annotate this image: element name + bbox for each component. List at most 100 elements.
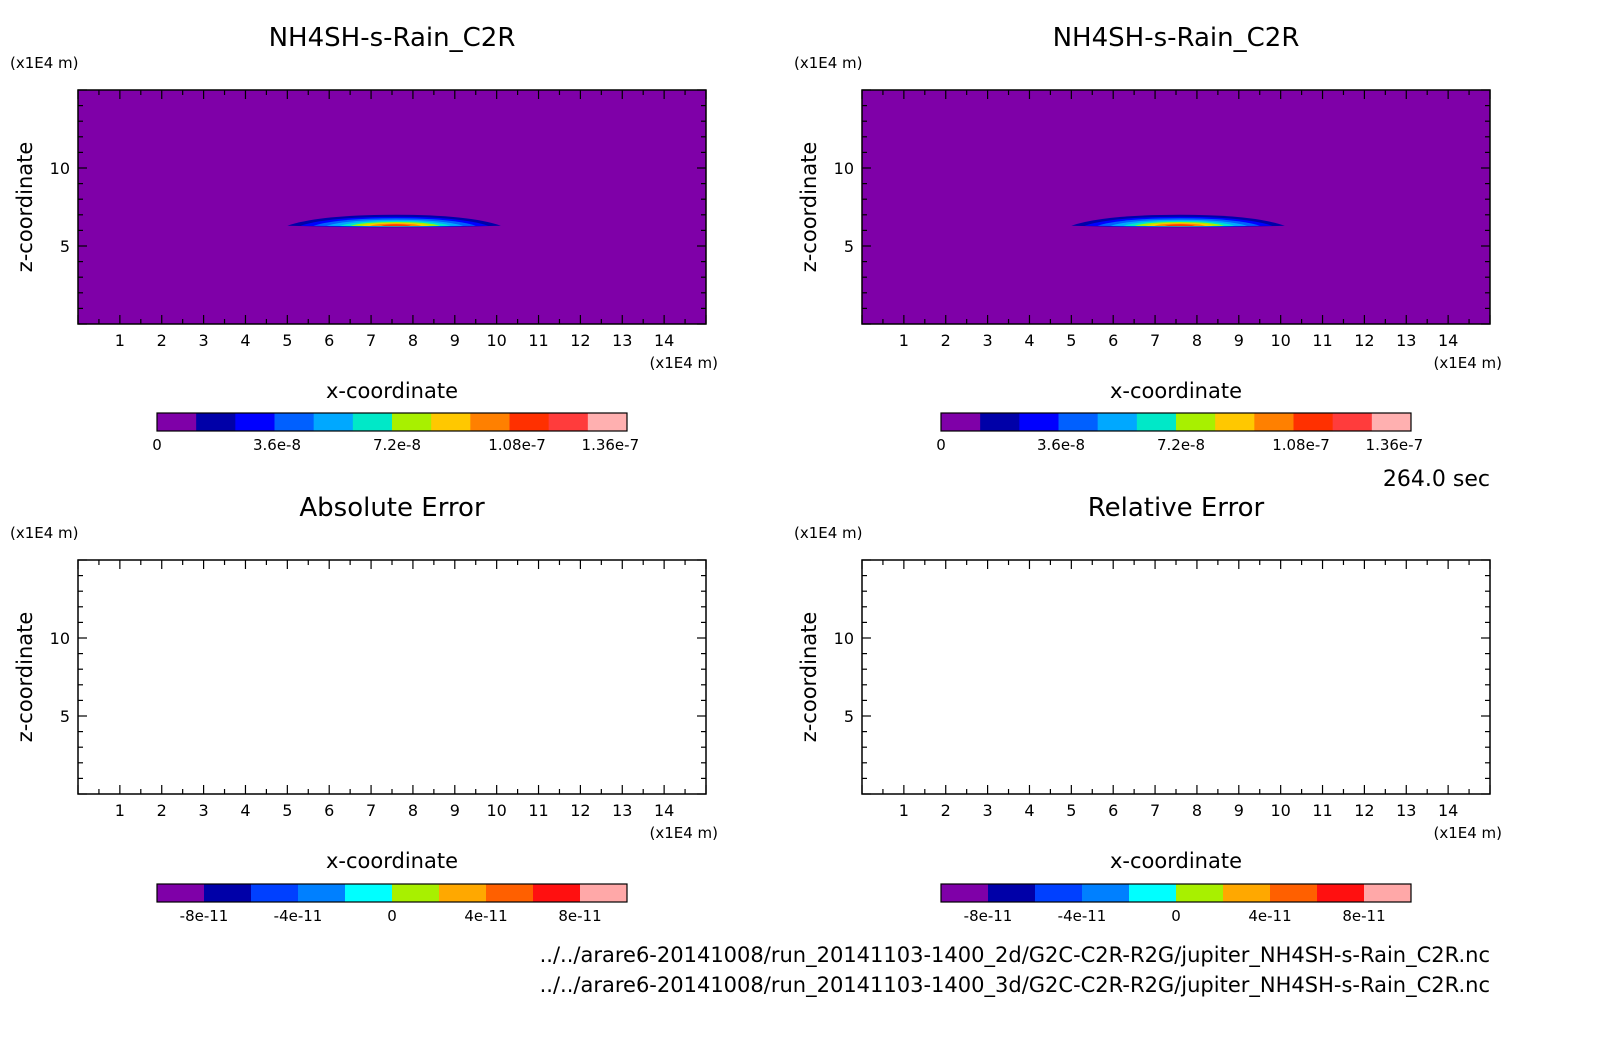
panel-title: NH4SH-s-Rain_C2R [269,23,516,53]
x-tick-label: 7 [1150,801,1160,820]
colorbar-cell [1364,884,1412,902]
y-axis-label: z-coordinate [797,612,821,743]
x-tick-label: 11 [1312,331,1332,350]
panel-3: Absolute Error(x1E4 m)1 2 3 4 5 6 7 8 9 10 11 12 13 1… [10,493,718,925]
x-unit-label: (x1E4 m) [649,354,718,372]
panel-1: NH4SH-s-Rain_C2R(x1E4 m)1 2 3 4 5 6 7 8 9 10 11 12 1… [10,23,718,454]
panel-2: NH4SH-s-Rain_C2R(x1E4 m)1 2 3 4 5 6 7 8 9 10 11 12 1… [794,23,1502,454]
colorbar-cell [439,884,487,902]
x-tick-label: 9 [1234,801,1244,820]
colorbar-tick-label: 0 [387,907,397,925]
contour-band-9 [1164,224,1195,226]
x-tick-label: 4 [240,331,250,350]
colorbar-tick-label: 8e-11 [558,907,601,925]
x-tick-label: 7 [366,801,376,820]
x-tick-label: 11 [1312,801,1332,820]
colorbar-cell [941,413,981,431]
x-tick-label: 8 [1192,331,1202,350]
plot-area [78,90,706,324]
colorbar-cell [352,413,393,431]
x-tick-label: 13 [612,331,632,350]
colorbar-cell [1293,413,1334,431]
colorbar-cell [1058,413,1099,431]
panel-title: NH4SH-s-Rain_C2R [1053,23,1300,53]
colorbar-cell [431,413,471,431]
colorbar-tick-label: -4e-11 [1058,907,1107,925]
y-tick-label: 5 [60,237,70,256]
x-tick-label: 10 [486,331,506,350]
x-tick-label: 5 [1066,801,1076,820]
colorbar-tick-label: 7.2e-8 [373,436,421,454]
x-tick-label: 13 [1396,801,1416,820]
colorbar-cell [1097,413,1138,431]
x-tick-label: 4 [240,801,250,820]
colorbar-cell [251,884,299,902]
colorbar: 0 3.6e-8 7.2e-8 1.08e-7 1.36e-7 [936,412,1424,454]
colorbar-cell [1035,884,1083,902]
x-tick-label: 7 [1150,331,1160,350]
colorbar-cell [392,413,432,431]
y-tick-label: 10 [50,159,70,178]
x-tick-label: 10 [1270,801,1290,820]
x-unit-label: (x1E4 m) [1433,824,1502,842]
colorbar-cell [486,884,534,902]
x-tick-label: 6 [324,801,334,820]
colorbar-cell [157,413,197,431]
x-tick-label: 4 [1024,331,1034,350]
x-tick-label: 8 [408,331,418,350]
y-tick-label: 5 [60,707,70,726]
colorbar-cell [580,884,628,902]
colorbar-cell [1223,884,1271,902]
time-label: 264.0 sec [1383,467,1490,492]
x-tick-label: 12 [1354,801,1374,820]
colorbar-tick-label: 1.36e-7 [582,436,640,454]
plot-area [862,560,1490,794]
y-unit-label: (x1E4 m) [10,54,79,72]
y-tick-label: 10 [50,629,70,648]
x-tick-label: 1 [115,331,125,350]
colorbar-tick-label: -8e-11 [180,907,229,925]
colorbar-cell [587,413,628,431]
colorbar-tick-label: 7.2e-8 [1157,436,1205,454]
colorbar-cell [509,413,550,431]
x-tick-label: 6 [1108,801,1118,820]
x-tick-label: 12 [570,331,590,350]
colorbar-cell [204,884,252,902]
colorbar-cell [1371,413,1412,431]
x-tick-label: 14 [654,331,674,350]
colorbar-cell [1176,413,1216,431]
colorbar-cell [298,884,346,902]
colorbar: -8e-11 -4e-11 0 4e-11 8e-11 [940,883,1412,925]
x-tick-label: 3 [199,801,209,820]
colorbar-cell [392,884,440,902]
colorbar-cell [274,413,315,431]
x-tick-label: 11 [528,801,548,820]
x-tick-label: 12 [570,801,590,820]
colorbar-cell [988,884,1036,902]
colorbar-tick-label: 1.08e-7 [1272,436,1330,454]
x-tick-label: 2 [157,801,167,820]
plot-area [862,90,1490,324]
colorbar-cell [980,413,1020,431]
colorbar-tick-label: 0 [936,436,946,454]
colorbar-tick-label: 1.08e-7 [488,436,546,454]
x-tick-label: 8 [408,801,418,820]
colorbar-cell [533,884,581,902]
x-tick-label: 1 [899,801,909,820]
colorbar-tick-label: 1.36e-7 [1366,436,1424,454]
x-axis-label: x-coordinate [1110,849,1242,873]
y-tick-label: 5 [844,707,854,726]
y-unit-label: (x1E4 m) [794,524,863,542]
x-unit-label: (x1E4 m) [649,824,718,842]
colorbar-cell [313,413,354,431]
file-path: ../../arare6-20141008/run_20141103-1400_… [540,973,1490,998]
colorbar: -8e-11 -4e-11 0 4e-11 8e-11 [156,883,628,925]
x-tick-label: 2 [941,801,951,820]
x-tick-label: 4 [1024,801,1034,820]
y-axis-label: z-coordinate [797,142,821,273]
y-tick-label: 5 [844,237,854,256]
file-path: ../../arare6-20141008/run_20141103-1400_… [540,943,1490,968]
colorbar-cell [1332,413,1373,431]
x-tick-label: 13 [1396,331,1416,350]
x-tick-label: 13 [612,801,632,820]
